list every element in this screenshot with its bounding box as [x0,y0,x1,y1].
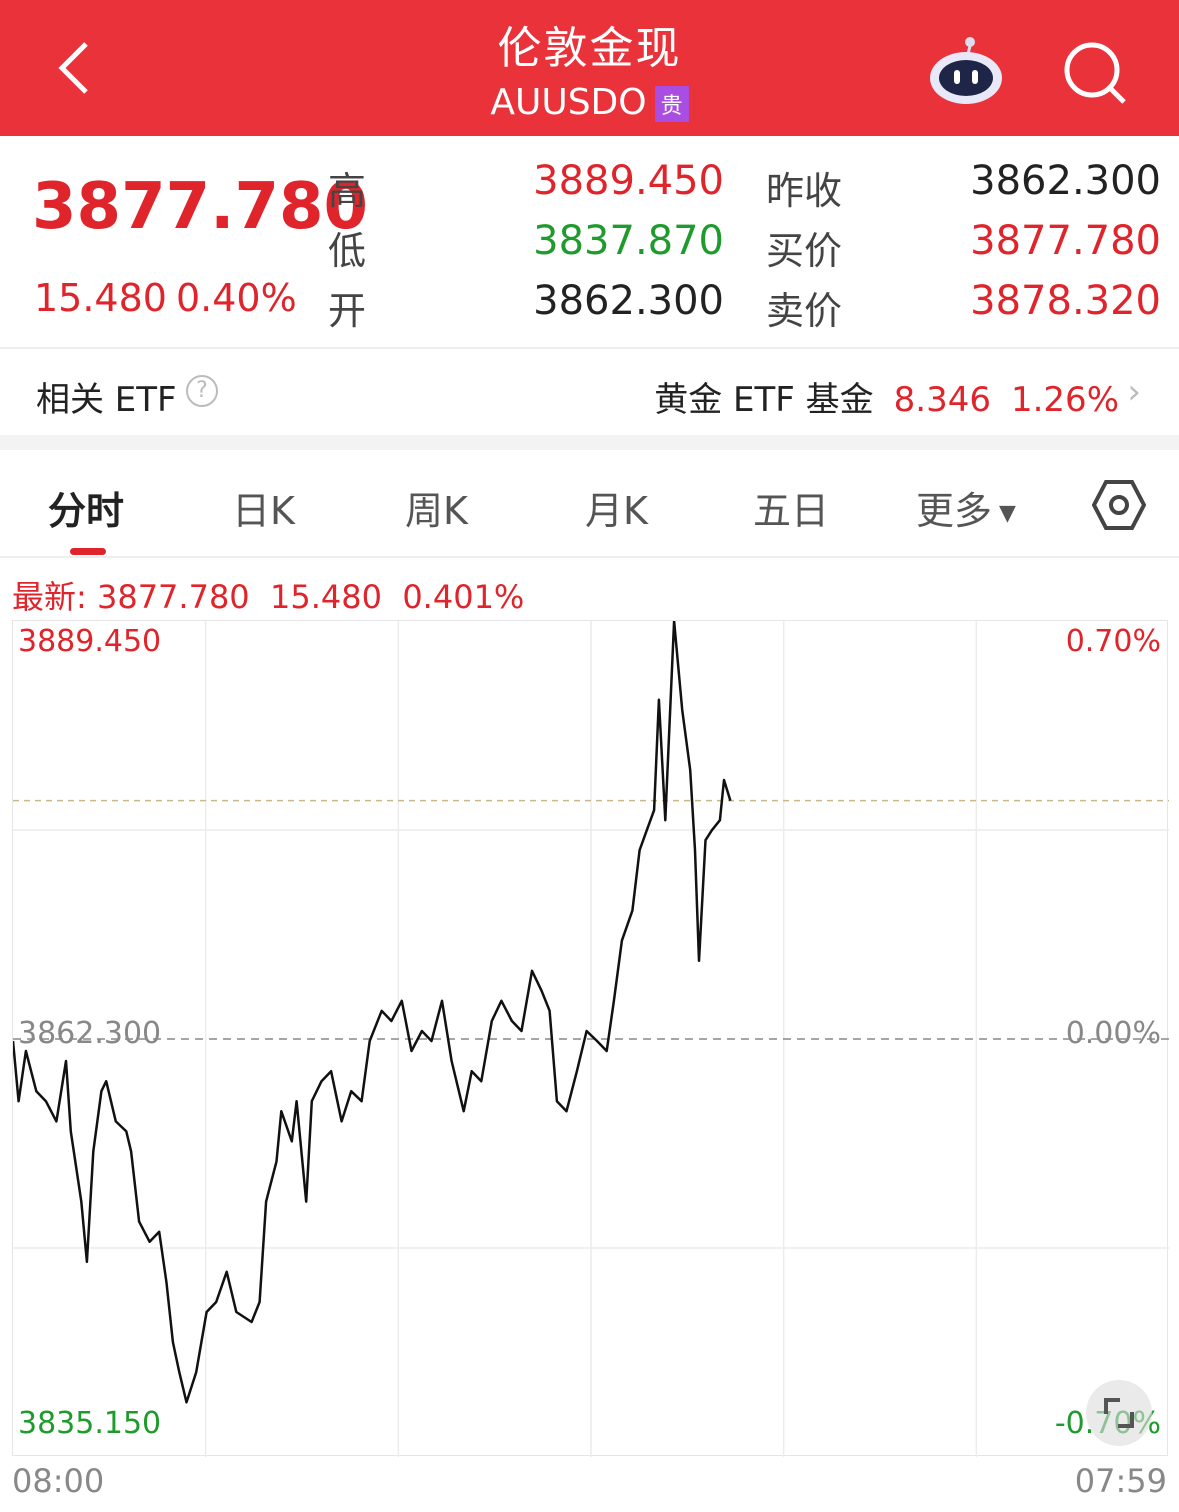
latest-info: 最新: 3877.780 15.480 0.401% [12,572,524,618]
back-icon[interactable] [48,38,108,98]
open-value: 3862.300 [533,278,724,324]
header: 伦敦金现 AUUSDO 贵 [0,0,1179,136]
etf-pct: 1.26% [1010,380,1119,420]
prev-close-label: 昨收 [766,169,843,213]
caret-down-icon: ▼ [992,501,1016,526]
chart-svg [11,619,1169,1457]
current-price: 3877.780 [32,170,369,244]
ask-value: 3878.320 [970,278,1161,324]
precious-metal-badge: 贵 [654,86,689,122]
robot-assistant-icon[interactable] [928,34,1004,104]
search-icon[interactable] [1062,40,1128,106]
chevron-right-icon[interactable]: › [1127,372,1141,412]
latest-label: 最新: [12,578,87,616]
page-title: 伦敦金现 [497,23,682,74]
high-label: 高 [328,169,367,213]
symbol-code: AUUSDO [490,82,647,123]
tab-more[interactable]: 更多 ▼ [916,480,1016,535]
latest-change: 15.480 [270,578,382,616]
y-tick-left-top: 3889.450 [18,624,162,659]
symbol: AUUSDO 贵 [0,82,1179,123]
tab-more-label: 更多 [916,489,993,533]
low-label: 低 [328,229,367,273]
x-tick-end: 07:59 [1074,1462,1167,1500]
etf-label: 相关 ETF [36,380,177,420]
high-value: 3889.450 [533,158,724,204]
etf-link[interactable]: 黄金 ETF 基金 8.346 1.26% [654,372,1119,421]
fullscreen-button[interactable] [1086,1380,1152,1446]
latest-pct: 0.401% [402,578,525,616]
tab-weekly-k[interactable]: 周K [405,489,468,533]
tab-five-day[interactable]: 五日 [753,489,830,533]
tab-intraday[interactable]: 分时 [48,489,125,533]
low-value: 3837.870 [533,218,724,264]
latest-price: 3877.780 [96,578,250,616]
bid-value: 3877.780 [970,218,1161,264]
question-icon[interactable]: ? [186,375,218,407]
y-tick-left-bottom: 3835.150 [18,1406,162,1441]
chart-settings-icon[interactable] [1092,478,1146,532]
prev-close-value: 3862.300 [970,158,1161,204]
y-tick-right-top: 0.70% [1065,624,1161,659]
y-tick-right-mid: 0.00% [1065,1016,1161,1051]
fullscreen-icon [1104,1398,1134,1428]
active-tab-indicator [70,548,106,555]
etf-name: 黄金 ETF 基金 [654,380,874,420]
ask-label: 卖价 [766,289,843,333]
bid-label: 买价 [766,229,843,273]
x-tick-start: 08:00 [12,1462,105,1500]
price-change-pct: 0.40% [176,276,297,320]
open-label: 开 [328,289,367,333]
price-line [11,619,732,1404]
etf-price: 8.346 [893,380,991,420]
tab-monthly-k[interactable]: 月K [585,489,648,533]
tab-daily-k[interactable]: 日K [232,489,295,533]
intraday-chart[interactable] [11,619,1169,1457]
price-change: 15.480 [34,276,167,320]
y-tick-left-mid: 3862.300 [18,1016,162,1051]
